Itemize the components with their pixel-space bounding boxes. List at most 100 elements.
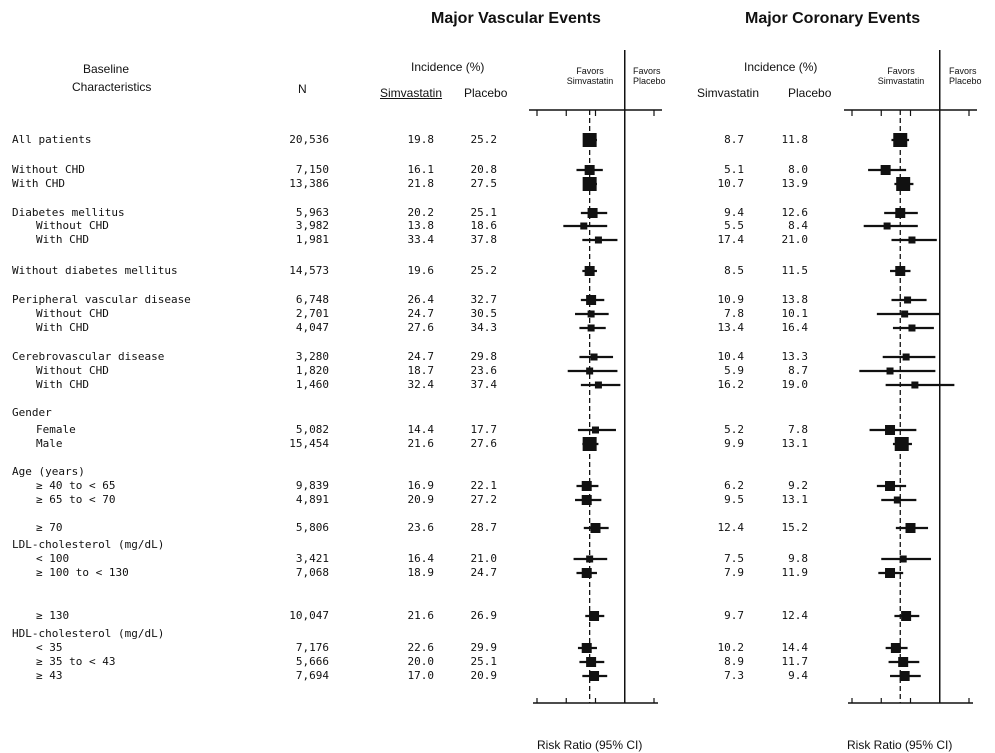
coronary-simvastatin-value: 6.2 [724,479,744,492]
undefined-point [584,266,595,276]
undefined-point [587,310,595,318]
undefined-point [895,266,906,276]
undefined-point [893,496,901,504]
row-n: 2,701 [295,307,329,320]
vascular-simvastatin-value: 22.6 [407,641,435,654]
vascular-placebo-value: 22.1 [470,479,498,492]
row-n: 7,150 [295,163,329,176]
undefined-point [904,296,912,304]
undefined-tick-label: 1.2 [961,0,976,3]
undefined-point [581,568,592,578]
vascular-placebo-value: 17.7 [470,423,498,436]
undefined-point [584,165,595,175]
vascular-simvastatin-value: 17.0 [407,669,435,682]
row-label: Diabetes mellitus [12,206,125,219]
vascular-simvastatin-value: 14.4 [407,423,435,436]
vascular-placebo-value: 25.1 [470,206,498,219]
coronary-simvastatin-value: 10.9 [717,293,745,306]
coronary-incidence-header: Incidence (%) [744,60,818,74]
undefined-point [592,426,599,434]
undefined-point [587,208,598,218]
coronary-placebo-value: 9.8 [788,552,808,565]
undefined-point [908,324,916,332]
vascular-simvastatin-value: 21.8 [407,177,435,190]
row-label: Male [36,437,63,450]
undefined-point [911,381,919,389]
undefined-point [898,657,909,667]
undefined-point [580,222,588,230]
coronary-placebo-value: 10.1 [781,307,809,320]
row-n: 4,891 [295,493,329,506]
vascular-placebo-value: 20.8 [470,163,498,176]
coronary-simvastatin-value: 10.2 [717,641,745,654]
undefined-tick-label: 0.8 [588,0,603,3]
row-label: With CHD [36,321,89,334]
row-label: With CHD [36,233,89,246]
vascular-simvastatin-value: 16.1 [407,163,435,176]
undefined-point [581,495,592,505]
vascular-placebo-value: 20.9 [470,669,498,682]
baseline-header-line1: Baseline [83,62,130,76]
undefined-tick-label: 0.6 [874,0,889,3]
row-label: Without CHD [36,364,109,377]
vascular-placebo-value: 25.2 [470,264,498,277]
row-label: Age (years) [12,465,85,478]
vascular-simvastatin-value: 20.2 [407,206,435,219]
row-label: Cerebrovascular disease [12,350,165,363]
row-n: 3,280 [295,350,329,363]
undefined-point [899,555,907,563]
row-label: < 35 [36,641,63,654]
coronary-simvastatin-value: 5.2 [724,423,744,436]
undefined-point [594,381,602,389]
coronary-simvastatin-value: 13.4 [717,321,745,334]
row-n: 5,666 [295,655,329,668]
row-label: ≥ 40 to < 65 [36,479,116,492]
vascular-simvastatin-value: 24.7 [407,350,435,363]
row-label: ≥ 70 [36,521,63,534]
coronary-favors-simvastatin: Favors Simvastatin [877,66,925,86]
vascular-simvastatin-value: 19.6 [407,264,435,277]
vascular-placebo-value: 18.6 [470,219,498,232]
row-label: All patients [12,133,92,146]
undefined-tick-label: 0.4 [529,0,544,3]
coronary-placebo-value: 13.9 [781,177,809,190]
coronary-simvastatin-value: 10.4 [717,350,745,363]
row-label: Without CHD [36,307,109,320]
row-n: 1,460 [295,378,329,391]
undefined-point [908,236,916,244]
undefined-point [581,481,592,491]
coronary-simvastatin-value: 7.5 [724,552,744,565]
undefined-tick-label: 1.2 [646,0,661,3]
row-n: 5,806 [295,521,329,534]
row-label: LDL-cholesterol (mg/dL) [12,538,165,551]
row-label: ≥ 100 to < 130 [36,566,129,579]
coronary-favors-placebo: Favors Placebo [949,66,982,86]
vascular-placebo-value: 29.9 [470,641,498,654]
row-n: 7,068 [295,566,329,579]
vascular-placebo-value: 32.7 [470,293,498,306]
n-header: N [298,82,307,96]
coronary-placebo-value: 13.1 [781,493,809,506]
coronary-placebo-value: 8.4 [788,219,808,232]
coronary-title: Major Coronary Events [745,10,921,27]
vascular-simvastatin-value: 21.6 [407,437,435,450]
undefined-point [590,523,601,533]
undefined-point [895,208,906,218]
undefined-point [581,643,592,653]
coronary-placebo-value: 16.4 [781,321,809,334]
row-label: ≥ 65 to < 70 [36,493,116,506]
coronary-placebo-header: Placebo [788,86,832,100]
undefined-tick-label: 0.8 [903,0,918,3]
undefined-point [590,353,598,361]
coronary-placebo-value: 21.0 [781,233,809,246]
coronary-placebo-value: 14.4 [781,641,809,654]
undefined-point [896,177,911,191]
undefined-point [883,222,891,230]
vascular-placebo-value: 29.8 [470,350,498,363]
vascular-placebo-value: 23.6 [470,364,498,377]
vascular-simvastatin-value: 20.9 [407,493,435,506]
undefined-tick-label: 1.0 [932,0,947,3]
coronary-placebo-value: 11.9 [781,566,809,579]
